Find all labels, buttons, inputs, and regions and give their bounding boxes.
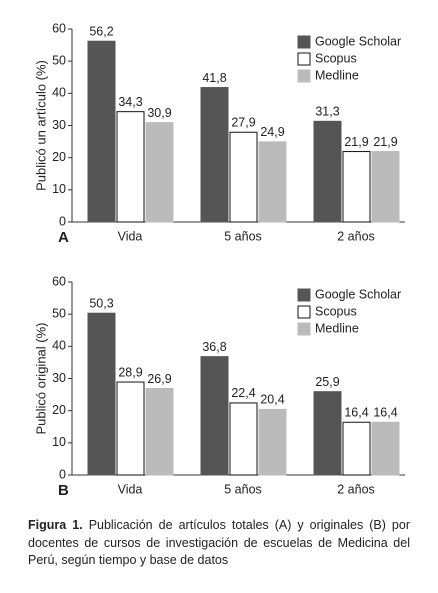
bar — [371, 151, 400, 223]
x-tick-label: 5 años — [224, 482, 262, 496]
bar — [229, 131, 258, 223]
bar — [145, 122, 174, 223]
legend-label: Google Scholar — [315, 287, 401, 301]
y-tick-label: 60 — [52, 21, 66, 35]
legend-label: Medline — [315, 68, 359, 82]
value-label: 28,9 — [118, 365, 142, 379]
caption-label: Figura 1. — [28, 518, 83, 532]
caption: Figura 1. Publicación de artículos total… — [28, 517, 410, 570]
legend-swatch — [297, 322, 311, 336]
panel-label: A — [58, 229, 69, 246]
panel-label: B — [58, 482, 69, 499]
y-tick-label: 30 — [52, 118, 66, 132]
y-axis-label: Publicó original (%) — [33, 323, 48, 435]
legend-swatch — [297, 69, 311, 83]
x-tick-label: 2 años — [337, 229, 375, 243]
value-label: 30,9 — [147, 106, 171, 120]
y-tick-label: 20 — [52, 150, 66, 164]
bar — [258, 141, 287, 223]
legend-swatch — [297, 35, 311, 49]
y-tick-label: 10 — [52, 182, 66, 196]
value-label: 26,9 — [147, 372, 171, 386]
y-tick-label: 10 — [52, 435, 66, 449]
value-label: 31,3 — [315, 105, 339, 119]
y-tick-label: 50 — [52, 306, 66, 320]
legend-swatch — [297, 288, 311, 302]
x-tick-label: Vida — [118, 482, 143, 496]
y-tick-label: 50 — [52, 53, 66, 67]
figure: 0 10 20 30 40 50 60 Publicó un artículo (%) A Vid… — [33, 21, 405, 499]
bar — [116, 111, 145, 223]
value-label: 50,3 — [89, 296, 113, 310]
y-tick-label: 40 — [52, 339, 66, 353]
bar — [87, 312, 116, 476]
x-tick-label: 2 años — [337, 482, 375, 496]
value-label: 21,9 — [373, 135, 397, 149]
bar — [87, 40, 116, 223]
bar — [313, 120, 342, 223]
value-label: 27,9 — [231, 116, 255, 130]
y-tick-label: 0 — [59, 214, 66, 228]
value-label: 21,9 — [344, 135, 368, 149]
y-tick-label: 30 — [52, 371, 66, 385]
bar — [313, 391, 342, 476]
bar — [200, 87, 229, 223]
bar — [229, 402, 258, 476]
value-label: 25,9 — [315, 375, 339, 389]
legend-label: Google Scholar — [315, 34, 401, 48]
value-label: 41,8 — [202, 71, 226, 85]
legend-label: Medline — [315, 321, 359, 335]
value-label: 24,9 — [260, 125, 284, 139]
value-label: 56,2 — [89, 25, 113, 39]
y-tick-label: 0 — [59, 467, 66, 481]
legend-label: Scopus — [315, 51, 357, 65]
x-tick-label: Vida — [118, 229, 143, 243]
legend-swatch — [297, 305, 311, 319]
x-tick-label: 5 años — [224, 229, 262, 243]
bar — [342, 421, 371, 476]
bar — [200, 356, 229, 476]
value-label: 20,4 — [260, 393, 284, 407]
y-tick-label: 40 — [52, 86, 66, 100]
value-label: 22,4 — [231, 386, 255, 400]
y-tick-label: 20 — [52, 403, 66, 417]
value-label: 16,4 — [373, 406, 397, 420]
bar — [258, 408, 287, 476]
value-label: 34,3 — [118, 95, 142, 109]
bar — [116, 381, 145, 476]
bar — [342, 151, 371, 223]
legend-swatch — [297, 52, 311, 66]
value-label: 16,4 — [344, 406, 368, 420]
legend-label: Scopus — [315, 304, 357, 318]
y-axis-label: Publicó un artículo (%) — [33, 60, 48, 191]
y-tick-label: 60 — [52, 274, 66, 288]
caption-text: Publicación de artículos totales (A) y o… — [28, 518, 410, 567]
bar — [145, 387, 174, 476]
value-label: 36,8 — [202, 340, 226, 354]
bar — [371, 421, 400, 476]
